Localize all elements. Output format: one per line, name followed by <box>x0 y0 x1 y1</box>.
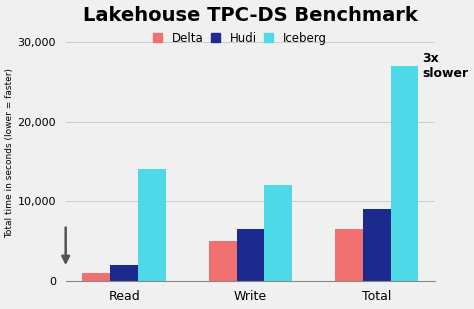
Bar <box>335 229 363 281</box>
Y-axis label: Total time in seconds (lower = faster): Total time in seconds (lower = faster) <box>6 68 15 239</box>
Bar <box>138 169 166 281</box>
Bar <box>237 229 264 281</box>
Bar <box>209 241 237 281</box>
Bar <box>391 66 419 281</box>
Legend: Delta, Hudi, Iceberg: Delta, Hudi, Iceberg <box>153 32 327 45</box>
Bar <box>363 209 391 281</box>
Title: Lakehouse TPC-DS Benchmark: Lakehouse TPC-DS Benchmark <box>83 6 418 24</box>
Bar <box>264 185 292 281</box>
Bar <box>110 265 138 281</box>
Bar <box>82 273 110 281</box>
Text: 3x
slower: 3x slower <box>422 52 468 80</box>
